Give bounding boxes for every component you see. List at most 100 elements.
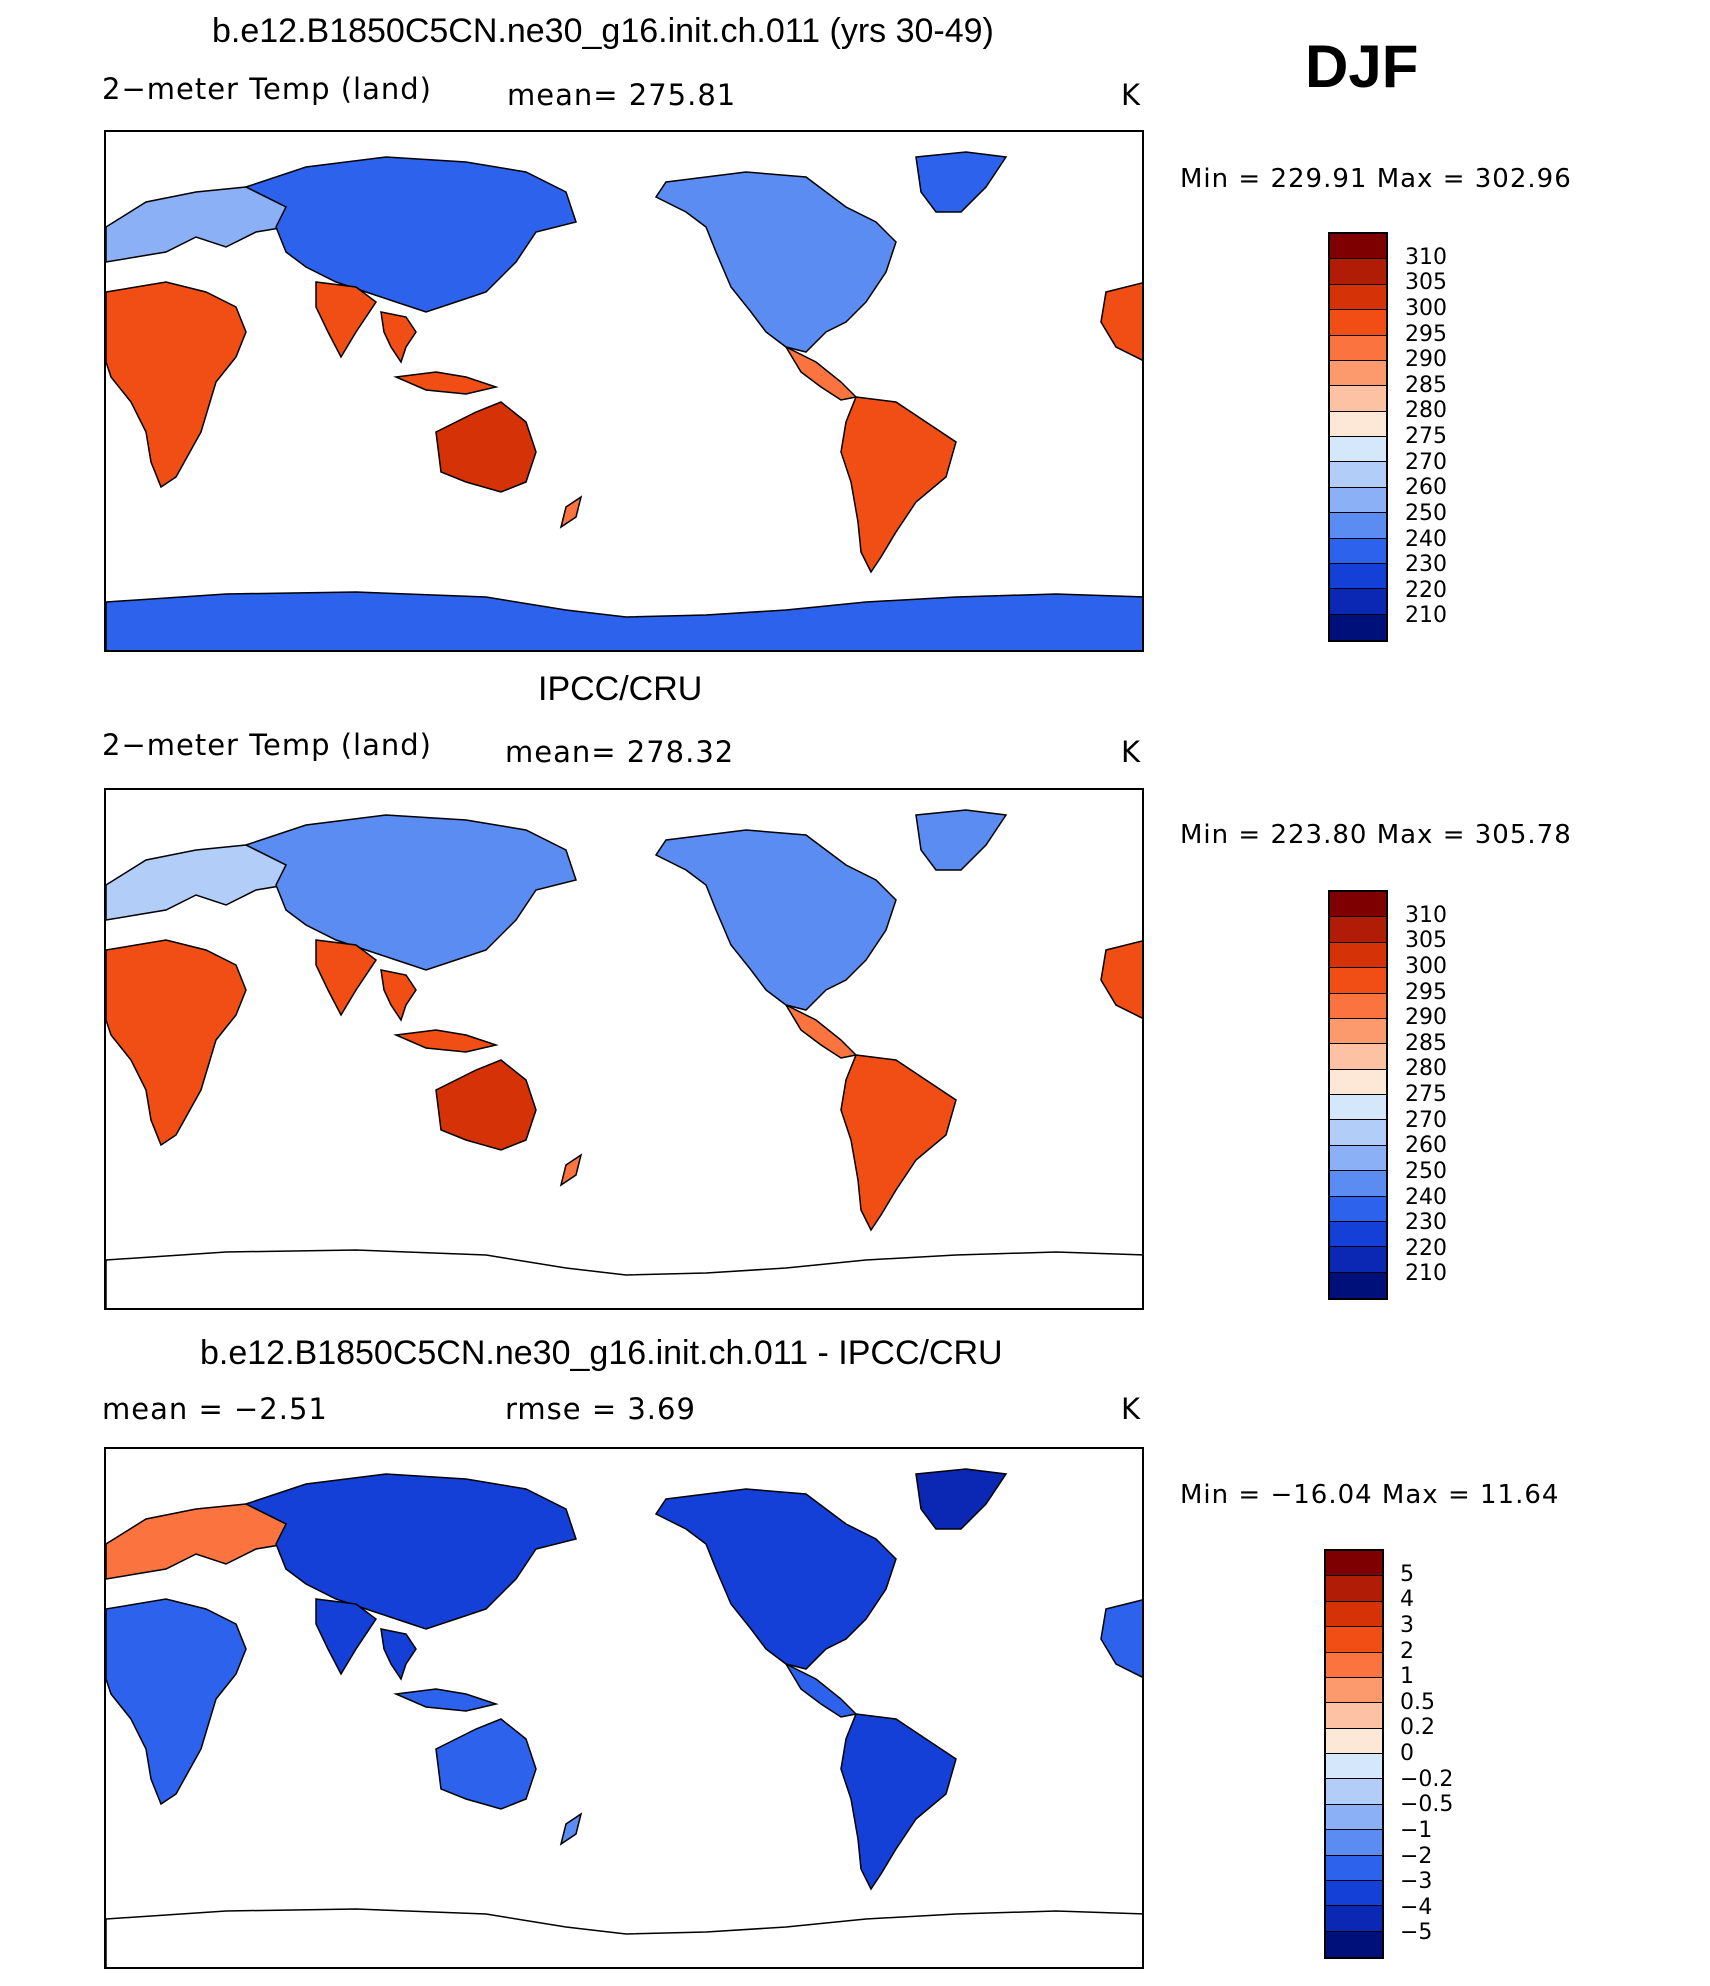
map-panel-difference bbox=[104, 1447, 1144, 1969]
landmass-africa bbox=[106, 281, 247, 489]
landmass-antarctica bbox=[106, 1249, 1142, 1308]
colorbar-tick-label: 230 bbox=[1405, 552, 1447, 578]
landmass-greenland bbox=[915, 151, 1008, 213]
colorbar-obs bbox=[1328, 890, 1388, 1300]
map-panel-obs bbox=[104, 788, 1144, 1310]
panel-2-unit: K bbox=[1121, 735, 1142, 769]
colorbar-tick-label: 280 bbox=[1405, 1056, 1447, 1082]
colorbar-swatch bbox=[1330, 386, 1386, 412]
colorbar-swatch bbox=[1330, 993, 1386, 1019]
colorbar-swatch bbox=[1326, 1880, 1382, 1907]
panel-3-unit: K bbox=[1121, 1392, 1142, 1426]
colorbar-swatch bbox=[1330, 234, 1386, 260]
colorbar-tick-label: 240 bbox=[1405, 526, 1447, 552]
landmass-africa bbox=[106, 939, 247, 1147]
colorbar-swatch bbox=[1330, 1171, 1386, 1197]
colorbar-swatch bbox=[1326, 1779, 1382, 1805]
panel-2-title: IPCC/CRU bbox=[538, 670, 703, 708]
colorbar-tick-label: −1 bbox=[1400, 1817, 1433, 1843]
landmass-greenland bbox=[915, 809, 1008, 871]
colorbar-tick-label: 2 bbox=[1400, 1638, 1414, 1664]
colorbar-swatch bbox=[1330, 1221, 1386, 1248]
colorbar-tick-label: 295 bbox=[1405, 321, 1447, 347]
colorbar-tick-label: 220 bbox=[1405, 577, 1447, 603]
colorbar-tick-label: 0.2 bbox=[1400, 1715, 1435, 1741]
landmass-antarctica bbox=[106, 591, 1142, 650]
colorbar-swatch bbox=[1330, 1120, 1386, 1146]
panel-2-minmax: Min = 223.80 Max = 305.78 bbox=[1180, 820, 1572, 850]
colorbar-swatch bbox=[1330, 1272, 1386, 1298]
landmass-antarctica bbox=[106, 1908, 1142, 1967]
colorbar-tick-label: 300 bbox=[1405, 953, 1447, 979]
colorbar-swatch bbox=[1330, 614, 1386, 640]
colorbar-tick-label: 290 bbox=[1405, 1005, 1447, 1031]
colorbar-swatch bbox=[1330, 1044, 1386, 1070]
colorbar-swatch bbox=[1330, 360, 1386, 387]
colorbar-tick-label: 260 bbox=[1405, 1133, 1447, 1159]
colorbar-swatch bbox=[1330, 462, 1386, 488]
landmass-india bbox=[315, 939, 378, 1017]
colorbar-swatch bbox=[1330, 892, 1386, 918]
colorbar-swatch bbox=[1326, 1601, 1382, 1628]
colorbar-tick-label: 290 bbox=[1405, 347, 1447, 373]
landmass-australia bbox=[435, 1718, 537, 1810]
colorbar-tick-label: 300 bbox=[1405, 295, 1447, 321]
colorbar-tick-label: 210 bbox=[1405, 1261, 1447, 1287]
colorbar-swatch bbox=[1326, 1728, 1382, 1754]
colorbar-tick-label: 295 bbox=[1405, 979, 1447, 1005]
map-obs-svg bbox=[106, 809, 1142, 1308]
colorbar-swatch bbox=[1326, 1703, 1382, 1729]
landmass-seasia bbox=[380, 311, 417, 364]
colorbar-swatch bbox=[1330, 1145, 1386, 1172]
map-panel-model bbox=[104, 130, 1144, 652]
map-model-svg bbox=[106, 151, 1142, 650]
colorbar-swatch bbox=[1330, 589, 1386, 615]
colorbar-tick-label: 270 bbox=[1405, 1107, 1447, 1133]
colorbar-swatch bbox=[1326, 1855, 1382, 1881]
panel-3-minmax: Min = −16.04 Max = 11.64 bbox=[1180, 1480, 1560, 1510]
landmass-india bbox=[315, 281, 378, 359]
panel-3-rmse-label: rmse = 3.69 bbox=[505, 1392, 696, 1426]
colorbar-swatch bbox=[1326, 1627, 1382, 1653]
colorbar-swatch bbox=[1330, 411, 1386, 437]
landmass-nz bbox=[559, 1812, 583, 1846]
map-difference-svg bbox=[106, 1468, 1142, 1967]
landmass-asia bbox=[244, 156, 577, 313]
panel-1-variable-label: 2−meter Temp (land) bbox=[102, 72, 432, 106]
colorbar-tick-label: 310 bbox=[1405, 902, 1447, 928]
colorbar-swatch bbox=[1330, 1247, 1386, 1273]
colorbar-swatch bbox=[1326, 1652, 1382, 1678]
colorbar-swatch bbox=[1326, 1677, 1382, 1704]
landmass-camerica bbox=[784, 1662, 858, 1718]
landmass-wafrica bbox=[1100, 282, 1142, 361]
landmass-wafrica bbox=[1100, 940, 1142, 1019]
colorbar-model-ticks: 310 305 300 295 290 285 280 275 270 260 250 240 230 2… bbox=[1405, 232, 1485, 642]
landmass-camerica bbox=[784, 345, 858, 401]
colorbar-tick-label: 270 bbox=[1405, 449, 1447, 475]
colorbar-swatch bbox=[1330, 1018, 1386, 1045]
landmass-asia bbox=[244, 1473, 577, 1630]
colorbar-swatch bbox=[1326, 1830, 1382, 1856]
colorbar-tick-label: −0.5 bbox=[1400, 1792, 1454, 1818]
colorbar-swatch bbox=[1330, 563, 1386, 590]
panel-1-title: b.e12.B1850C5CN.ne30_g16.init.ch.011 (yr… bbox=[212, 12, 994, 50]
landmass-africa bbox=[106, 1598, 247, 1806]
colorbar-swatch bbox=[1330, 917, 1386, 943]
colorbar-tick-label: 260 bbox=[1405, 475, 1447, 501]
colorbar-swatch bbox=[1326, 1804, 1382, 1831]
landmass-indonesia bbox=[393, 1029, 499, 1053]
landmass-wafrica bbox=[1100, 1599, 1142, 1678]
landmass-namerica bbox=[654, 1488, 897, 1670]
colorbar-tick-label: 305 bbox=[1405, 270, 1447, 296]
landmass-nz bbox=[559, 495, 583, 529]
colorbar-swatch bbox=[1330, 310, 1386, 336]
colorbar-swatch bbox=[1326, 1576, 1382, 1602]
landmass-seasia bbox=[380, 1628, 417, 1681]
landmass-greenland bbox=[915, 1468, 1008, 1530]
colorbar-tick-label: 285 bbox=[1405, 1030, 1447, 1056]
colorbar-swatch bbox=[1330, 1196, 1386, 1222]
panel-2-variable-label: 2−meter Temp (land) bbox=[102, 728, 432, 762]
colorbar-tick-label: 0.5 bbox=[1400, 1689, 1435, 1715]
colorbar-swatch bbox=[1326, 1906, 1382, 1932]
landmass-seasia bbox=[380, 969, 417, 1022]
